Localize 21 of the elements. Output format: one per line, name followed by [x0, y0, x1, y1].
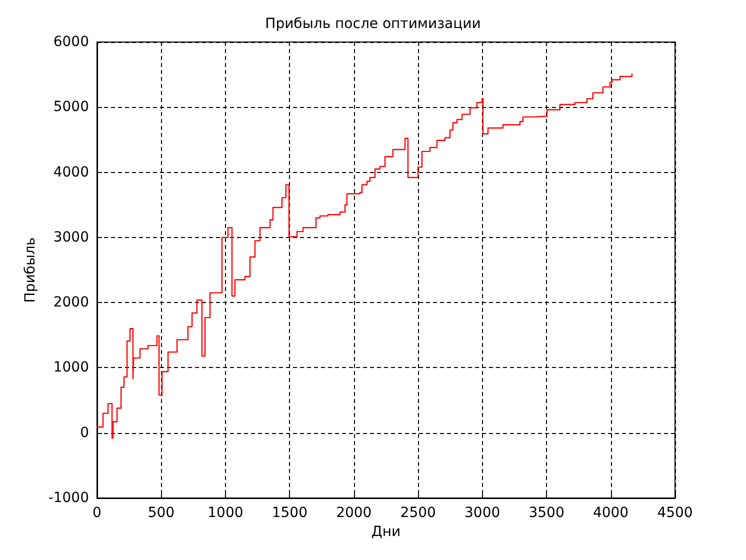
y-tick-label: 3000: [53, 229, 89, 246]
x-tick-label: 3000: [464, 505, 500, 521]
x-tick-label: 4000: [592, 505, 629, 521]
y-tick-label: 5000: [53, 99, 89, 116]
y-tick-label: 1000: [53, 360, 89, 376]
y-tick-label: -1000: [48, 490, 89, 506]
x-tick-label: 0: [92, 505, 102, 521]
x-tick-label: 4500: [657, 505, 693, 521]
y-tick-label: 2000: [53, 294, 89, 311]
y-axis-title: Прибыль: [22, 237, 38, 303]
chart-title: Прибыль после оптимизации: [265, 16, 481, 32]
y-tick-label: 0: [80, 424, 89, 441]
x-axis-title: Дни: [371, 524, 401, 540]
x-tick-label: 1000: [208, 505, 244, 521]
y-tick-label: 6000: [53, 34, 89, 50]
x-tick-label: 2000: [336, 505, 372, 521]
y-tick-label: 4000: [53, 164, 89, 180]
x-tick-label: 3500: [528, 505, 564, 521]
x-tick-label: 1500: [272, 505, 308, 521]
x-tick-label: 2500: [400, 505, 436, 521]
x-tick-label: 500: [148, 505, 175, 521]
